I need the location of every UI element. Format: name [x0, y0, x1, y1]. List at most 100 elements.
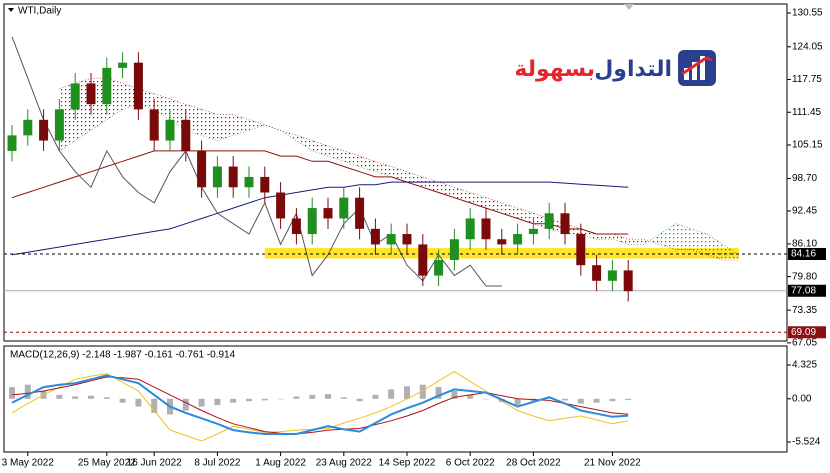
candle-body: [165, 119, 175, 141]
cloud-segment: [580, 228, 597, 240]
level-label-box: [788, 284, 826, 297]
x-tick-label: 1 Aug 2022: [255, 458, 306, 469]
x-tick-label: 25 May 2022: [78, 458, 136, 469]
macd-bar: [340, 397, 347, 399]
candle-body: [212, 166, 222, 188]
y-tick-label: 124.05: [792, 41, 823, 52]
x-tick-label: 3 May 2022: [2, 458, 55, 469]
level-label-box: [788, 326, 826, 339]
cloud-segment: [596, 234, 613, 240]
candle-body: [449, 239, 459, 261]
macd-bar: [277, 398, 284, 400]
logo-bar: [684, 68, 689, 80]
y-tick-label: 4.325: [792, 360, 817, 371]
candle-body: [323, 208, 333, 219]
macd-bar: [198, 398, 205, 407]
x-tick-label: 8 Jul 2022: [194, 458, 241, 469]
macd-bar: [419, 384, 426, 399]
cloud-segment: [296, 135, 313, 151]
candle-body: [513, 234, 523, 245]
y-tick-label: 79.80: [792, 271, 817, 282]
chart-title: WTI,Daily: [18, 6, 61, 17]
candle-body: [197, 150, 207, 188]
level-label: 84.16: [791, 249, 816, 260]
candle-body: [370, 228, 380, 245]
macd-bar: [24, 384, 31, 399]
x-tick-label: 28 Oct 2022: [506, 458, 561, 469]
y-tick-label: 67.05: [792, 337, 817, 348]
x-tick-label: 21 Nov 2022: [584, 458, 641, 469]
cloud-segment: [201, 109, 218, 141]
cloud-segment: [154, 93, 170, 120]
logo-bar: [692, 62, 697, 80]
macd-title: MACD(12,26,9) -2.148 -1.987 -0.161 -0.76…: [10, 350, 236, 361]
macd-bar: [9, 387, 15, 399]
menu-arrow: [8, 8, 14, 12]
candle-body: [481, 218, 491, 240]
macd-panel: [3, 345, 788, 453]
macd-bar: [404, 386, 410, 399]
cloud-segment: [628, 239, 644, 245]
y-tick-label: 92.45: [792, 206, 817, 217]
cloud-segment: [723, 244, 739, 261]
corner-marker: [624, 4, 634, 10]
y-tick-label: 0.00: [792, 393, 812, 404]
x-tick-label: 14 Sep 2022: [379, 458, 436, 469]
candle-body: [528, 228, 538, 235]
macd-bar: [72, 396, 79, 399]
macd-bar: [593, 398, 600, 403]
candle-body: [181, 119, 191, 151]
level-label-box: [788, 247, 826, 260]
y-tick-label: 117.75: [792, 74, 822, 85]
candle-body: [291, 218, 301, 235]
macd-bar: [246, 398, 252, 402]
candle-body: [54, 109, 64, 141]
macd-bar: [625, 398, 632, 401]
logo-word: التداول: [594, 57, 672, 82]
candle-body: [244, 176, 254, 188]
cloud-segment: [612, 234, 629, 245]
macd-bar: [103, 397, 110, 399]
macd-bar: [151, 398, 158, 413]
cloud-segment: [691, 228, 708, 255]
macd-bar: [309, 394, 316, 399]
macd-line: [11, 374, 629, 435]
macd-bar: [467, 394, 474, 399]
cloud-segment: [675, 223, 692, 250]
y-tick-label: 86.10: [792, 239, 817, 250]
candle-body: [149, 109, 159, 141]
level-label: 69.09: [791, 327, 816, 338]
macd-bar: [88, 395, 94, 399]
cloud-segment: [233, 114, 249, 136]
macd-bar: [514, 398, 521, 406]
cloud-segment: [328, 145, 344, 162]
macd-bar: [562, 398, 568, 401]
candle-body: [418, 244, 428, 276]
y-tick-label: 73.35: [792, 305, 817, 316]
cloud-segment: [644, 234, 660, 245]
candle-body: [576, 234, 586, 266]
candle-body: [7, 135, 17, 151]
candle-body: [133, 62, 143, 110]
x-tick-label: 16 Jun 2022: [127, 458, 182, 469]
candle-body: [70, 83, 80, 110]
macd-bar: [261, 398, 268, 401]
candle-body: [102, 67, 112, 105]
candle-body: [260, 176, 270, 193]
y-tick-label: -5.524: [792, 437, 821, 448]
macd-bar: [293, 396, 300, 399]
x-tick-label: 6 Oct 2022: [446, 458, 495, 469]
cloud-segment: [438, 182, 455, 198]
logo-bar: [700, 56, 705, 80]
macd-bar: [325, 394, 331, 399]
macd-bar: [372, 394, 379, 399]
candle-body: [386, 234, 396, 245]
candle-body: [228, 166, 238, 188]
candle-body: [39, 119, 49, 141]
macd-bar: [451, 390, 458, 399]
candle-body: [86, 83, 96, 105]
macd-bar: [135, 398, 142, 407]
candle-body: [307, 208, 317, 235]
macd-bar: [182, 398, 189, 411]
